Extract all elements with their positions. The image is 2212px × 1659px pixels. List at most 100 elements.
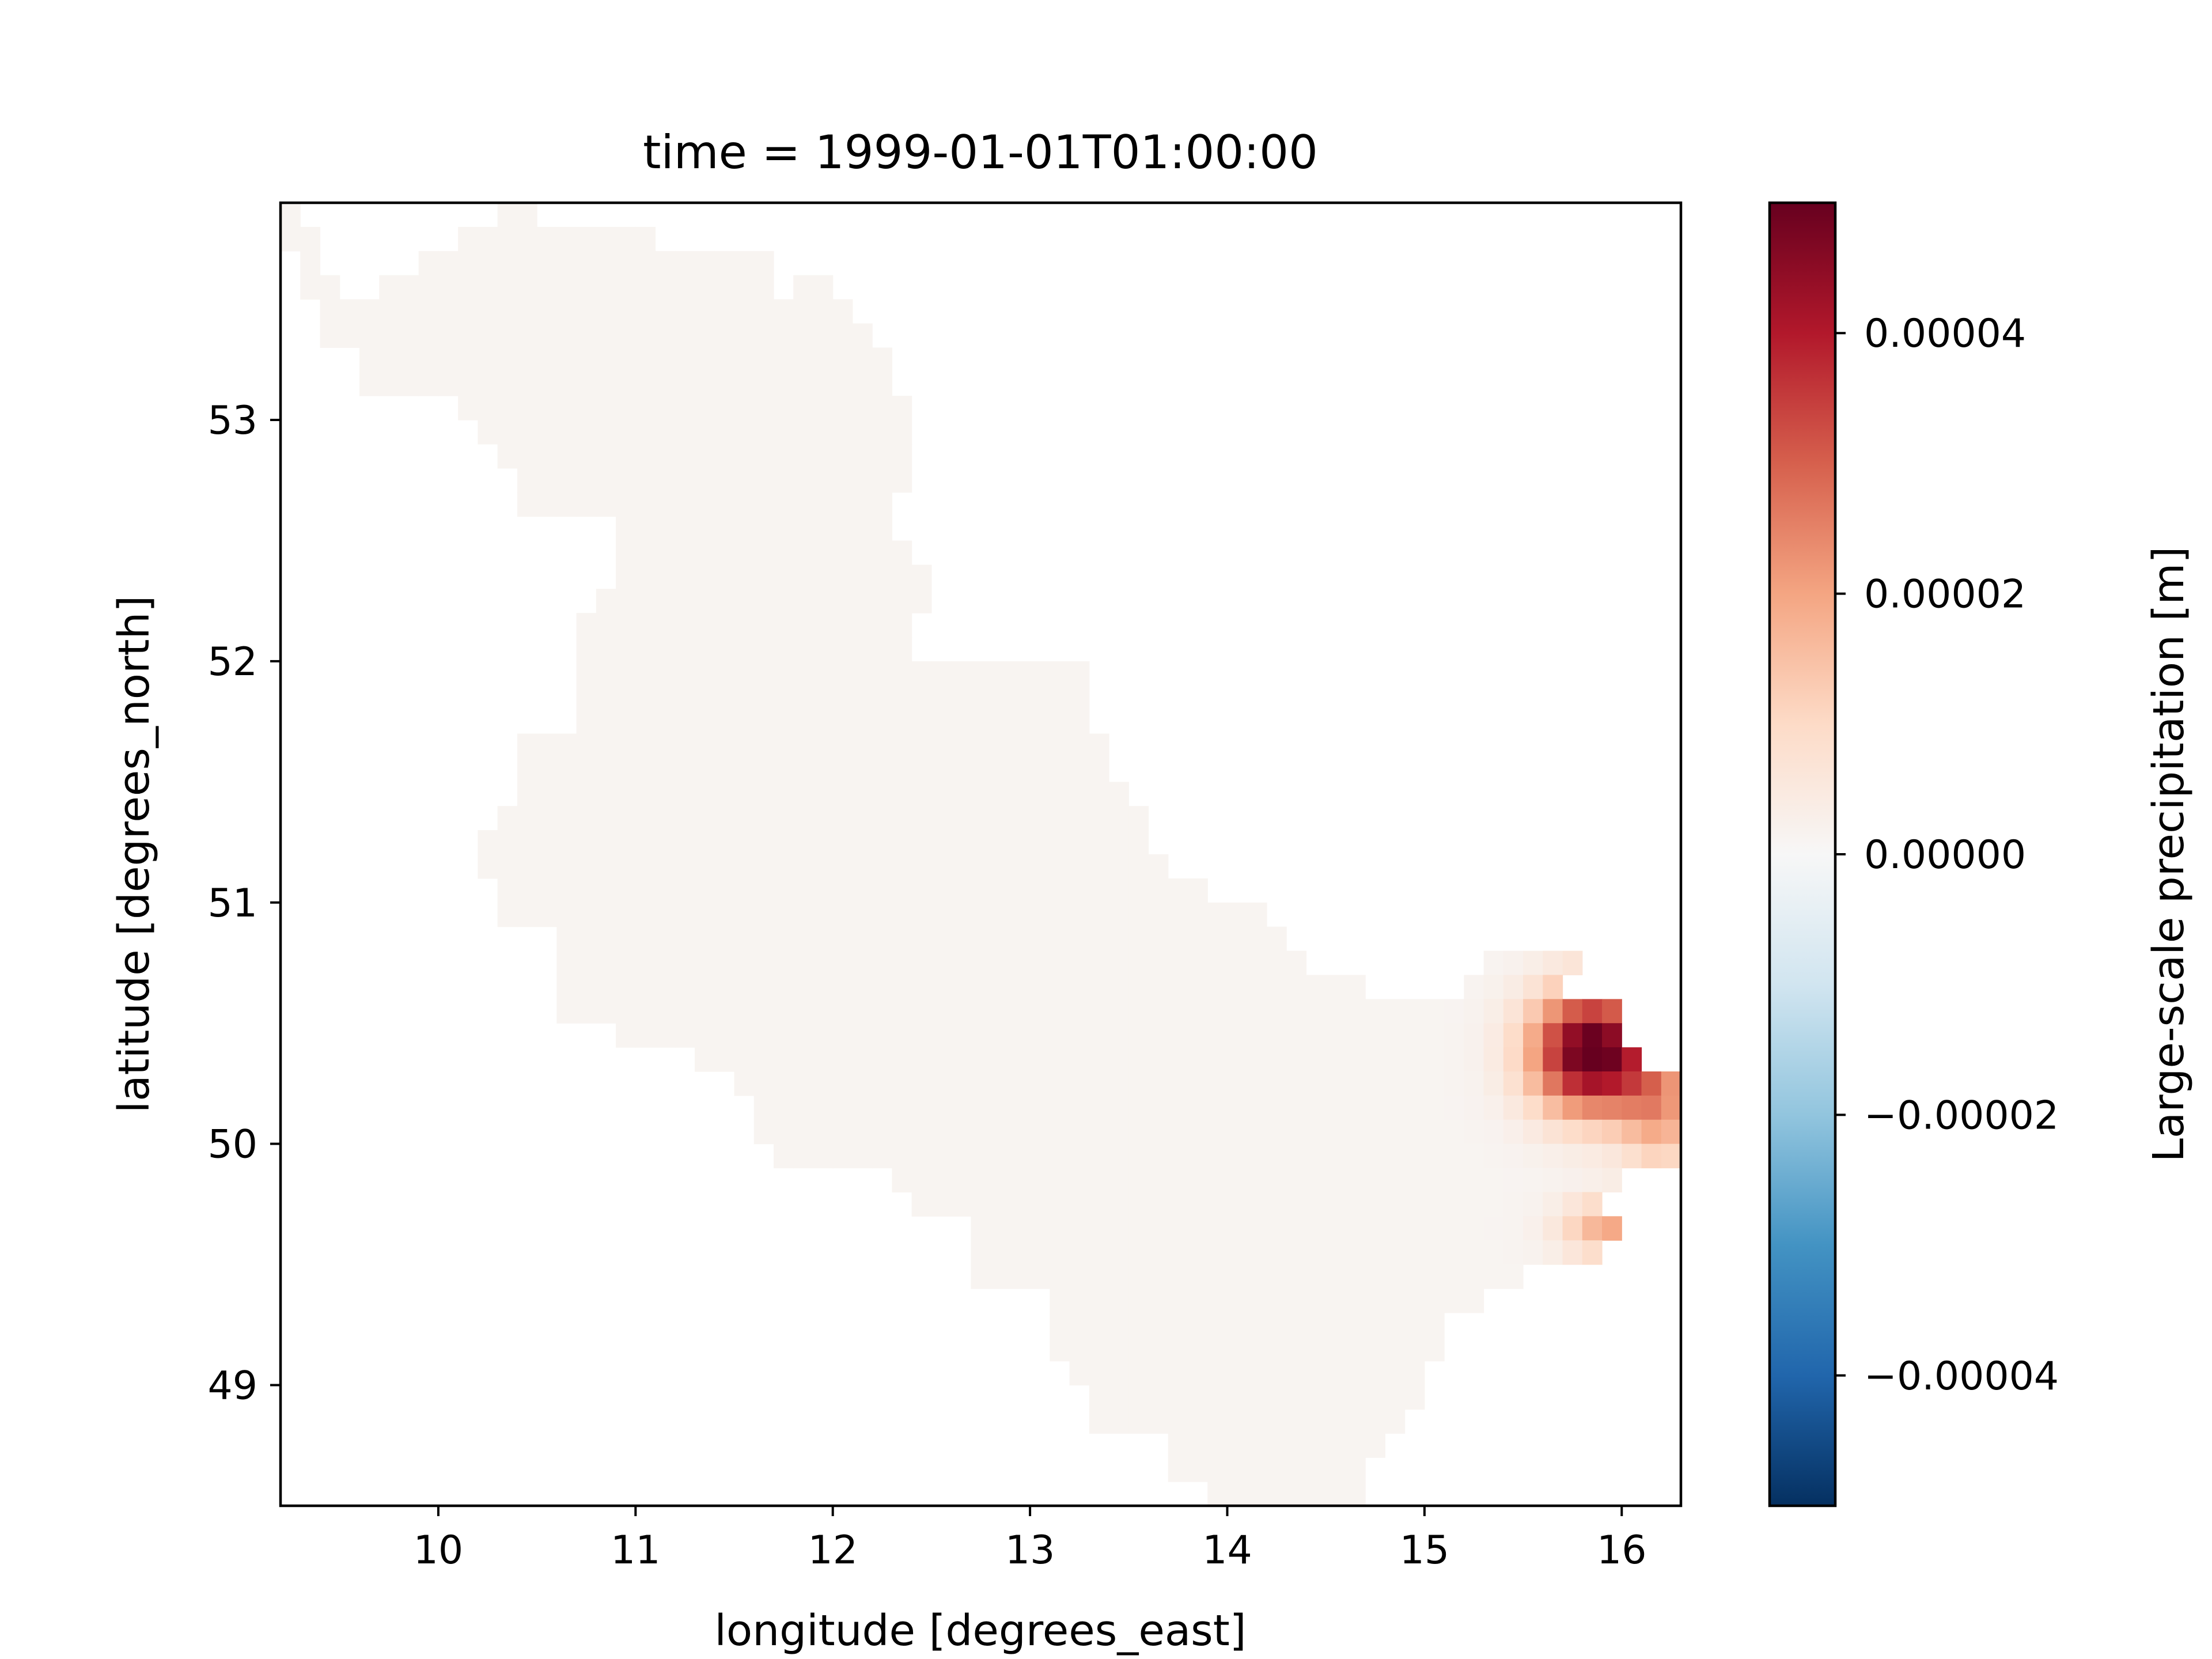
heatmap-cell bbox=[1030, 1095, 1050, 1120]
heatmap-cell bbox=[616, 372, 636, 396]
heatmap-cell bbox=[596, 661, 616, 686]
heatmap-cell bbox=[1030, 830, 1050, 855]
heatmap-cell bbox=[675, 468, 695, 493]
heatmap-cell bbox=[753, 975, 774, 999]
heatmap-cell bbox=[734, 878, 755, 903]
heatmap-cell bbox=[832, 733, 853, 759]
heatmap-cell bbox=[635, 926, 656, 952]
heatmap-cell bbox=[1030, 782, 1050, 806]
heatmap-cell bbox=[1148, 975, 1169, 999]
heatmap-cell bbox=[793, 975, 814, 999]
heatmap-cell bbox=[1030, 975, 1050, 999]
heatmap-cell bbox=[1168, 926, 1188, 952]
heatmap-cell bbox=[1148, 1385, 1169, 1410]
heatmap-cell bbox=[478, 396, 498, 421]
heatmap-cell bbox=[675, 251, 695, 276]
heatmap-cell bbox=[892, 685, 912, 710]
heatmap-cell bbox=[714, 685, 735, 710]
heatmap-cell bbox=[734, 275, 755, 300]
heatmap-cell bbox=[1247, 1289, 1267, 1313]
heatmap-cell bbox=[1089, 1385, 1109, 1410]
heatmap-cell bbox=[1050, 757, 1070, 782]
heatmap-cell bbox=[892, 1119, 912, 1145]
heatmap-cell bbox=[537, 757, 557, 782]
heatmap-cell bbox=[1050, 1168, 1070, 1193]
heatmap-cell bbox=[852, 1071, 873, 1096]
heatmap-cell bbox=[1030, 1216, 1050, 1241]
heatmap-cell bbox=[616, 347, 636, 372]
heatmap-cell bbox=[1424, 1168, 1445, 1193]
heatmap-cell bbox=[1365, 1047, 1386, 1072]
heatmap-cell bbox=[911, 1168, 932, 1193]
heatmap-cell bbox=[556, 372, 577, 396]
heatmap-cell bbox=[832, 902, 853, 927]
heatmap-cell bbox=[1325, 1216, 1346, 1241]
heatmap-cell bbox=[1523, 1168, 1543, 1193]
heatmap-cell bbox=[931, 1119, 952, 1145]
heatmap-cell bbox=[616, 468, 636, 493]
heatmap-cell bbox=[990, 661, 1011, 686]
heatmap-cell bbox=[734, 468, 755, 493]
heatmap-cell bbox=[1306, 1240, 1327, 1265]
heatmap-cell bbox=[596, 396, 616, 421]
heatmap-cell bbox=[1010, 950, 1031, 976]
heatmap-cell bbox=[990, 1095, 1011, 1120]
heatmap-cell bbox=[616, 275, 636, 300]
heatmap-cell bbox=[1266, 1289, 1287, 1313]
heatmap-cell bbox=[1266, 1433, 1287, 1458]
heatmap-cell bbox=[635, 757, 656, 782]
colorbar-tick-label: −0.00002 bbox=[1864, 1093, 2059, 1138]
heatmap-cell bbox=[1010, 1119, 1031, 1145]
heatmap-cell bbox=[478, 323, 498, 348]
heatmap-cell bbox=[1562, 1047, 1583, 1072]
heatmap-cell bbox=[872, 347, 893, 372]
heatmap-cell bbox=[1543, 950, 1563, 976]
heatmap-cell bbox=[1325, 1240, 1346, 1265]
heatmap-cell bbox=[951, 854, 971, 879]
heatmap-cell bbox=[852, 950, 873, 976]
heatmap-cell bbox=[931, 926, 952, 952]
heatmap-cell bbox=[1188, 1433, 1208, 1458]
heatmap-cell bbox=[418, 299, 439, 324]
heatmap-cell bbox=[576, 637, 597, 662]
y-axis-label: latitude [degrees_north] bbox=[109, 596, 159, 1113]
heatmap-cell bbox=[458, 372, 478, 396]
heatmap-cell bbox=[616, 251, 636, 276]
heatmap-cell bbox=[852, 468, 873, 493]
heatmap-cell bbox=[300, 251, 321, 276]
heatmap-cell bbox=[852, 1023, 873, 1048]
heatmap-cell bbox=[1523, 1143, 1543, 1169]
heatmap-cell bbox=[773, 685, 794, 710]
heatmap-cell bbox=[675, 372, 695, 396]
heatmap-cell bbox=[832, 926, 853, 952]
heatmap-cell bbox=[793, 661, 814, 686]
colorbar-tick-label: 0.00004 bbox=[1864, 311, 2026, 357]
heatmap-cell bbox=[1109, 999, 1129, 1024]
heatmap-cell bbox=[734, 323, 755, 348]
heatmap-cell bbox=[832, 1119, 853, 1145]
heatmap-cell bbox=[616, 492, 636, 517]
heatmap-cell bbox=[852, 1143, 873, 1169]
heatmap-cell bbox=[931, 950, 952, 976]
heatmap-cell bbox=[813, 757, 834, 782]
heatmap-cell bbox=[1069, 1289, 1090, 1313]
heatmap-cell bbox=[556, 782, 577, 806]
heatmap-cell bbox=[753, 782, 774, 806]
heatmap-cell bbox=[655, 637, 676, 662]
heatmap-cell bbox=[675, 396, 695, 421]
heatmap-cell bbox=[695, 999, 715, 1024]
x-tick-label: 11 bbox=[611, 1528, 661, 1573]
heatmap-cell bbox=[537, 347, 557, 372]
x-tick-label: 15 bbox=[1400, 1528, 1450, 1573]
chart-title: time = 1999-01-01T01:00:00 bbox=[643, 126, 1318, 179]
heatmap-cell bbox=[832, 1071, 853, 1096]
heatmap-cell bbox=[1306, 1047, 1327, 1072]
heatmap-cell bbox=[596, 420, 616, 445]
heatmap-cell bbox=[753, 830, 774, 855]
heatmap-cell bbox=[852, 830, 873, 855]
heatmap-cell bbox=[813, 299, 834, 324]
heatmap-cell bbox=[596, 372, 616, 396]
heatmap-cell bbox=[478, 347, 498, 372]
heatmap-cell bbox=[1365, 1143, 1386, 1169]
heatmap-cell bbox=[1168, 1336, 1188, 1362]
